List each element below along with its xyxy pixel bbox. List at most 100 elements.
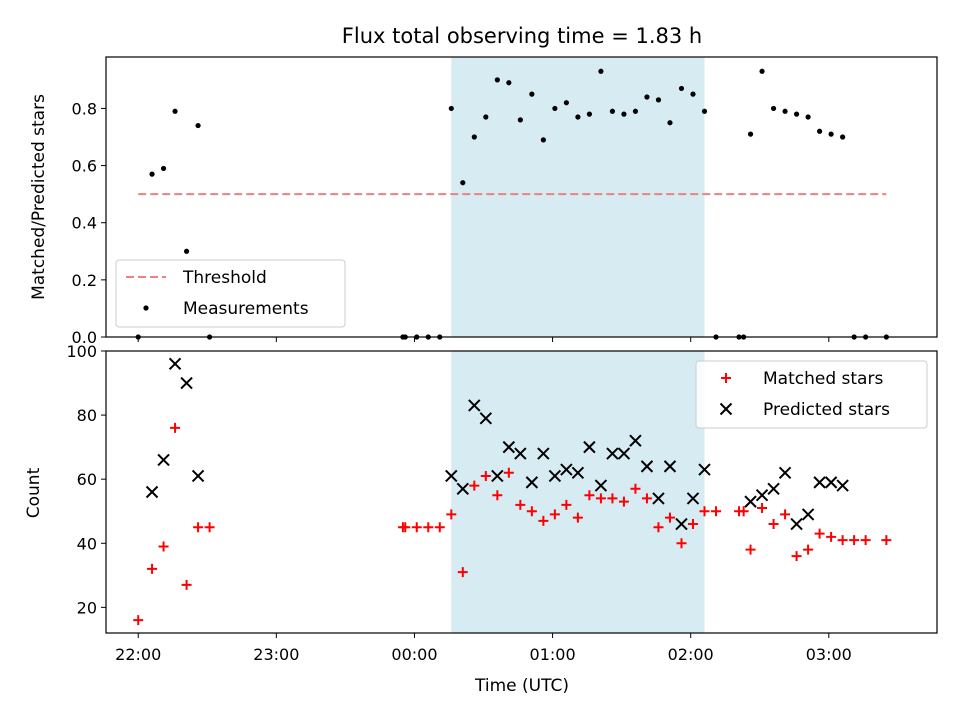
top-series-measurements-point <box>840 134 846 140</box>
top-series-measurements-point <box>621 111 627 117</box>
bottom-series-matched-stars-point <box>492 490 503 501</box>
bottom-series-matched-stars-point <box>204 522 215 533</box>
bottom-series-matched-stars-point <box>158 541 169 552</box>
bottom-series-matched-stars-point <box>549 509 560 520</box>
bottom-legend-label: Matched stars <box>763 369 883 389</box>
bottom-series-matched-stars-point <box>814 528 825 539</box>
bottom-series-predicted-stars-point <box>168 357 182 371</box>
top-series-measurements-point <box>471 134 477 140</box>
bottom-series-matched-stars-point <box>572 512 583 523</box>
bottom-legend-swatch <box>719 402 733 416</box>
bottom-y-tick-label: 40 <box>77 534 97 553</box>
bottom-series-predicted-stars-point <box>755 488 769 502</box>
bottom-series-matched-stars-point <box>757 503 768 514</box>
top-series-measurements-point <box>517 117 523 123</box>
bottom-series-matched-stars-point <box>503 467 514 478</box>
bottom-series-matched-stars-point <box>711 506 722 517</box>
bottom-series-predicted-stars-point <box>191 469 205 483</box>
bottom-series-predicted-stars-point <box>767 482 780 496</box>
top-series-measurements-point <box>747 131 754 137</box>
top-series-measurements-point <box>632 108 639 114</box>
bottom-series-predicted-stars-point <box>640 460 654 473</box>
top-series-measurements-point <box>552 105 558 112</box>
bottom-series-matched-stars-point <box>457 567 468 578</box>
bottom-series-matched-stars-point <box>618 496 629 507</box>
top-series-measurements-point <box>805 114 811 120</box>
bottom-panel: 20 40 60 80 100 22:00 23:00 00:00 01:00 02:00 03:0… <box>66 342 938 664</box>
bottom-series-predicted-stars <box>145 357 849 531</box>
top-legend-swatch <box>143 305 149 311</box>
top-series-measurements-point <box>644 94 650 100</box>
bottom-y-tick-label: 60 <box>77 470 97 489</box>
bottom-series-matched-stars-point <box>133 615 144 626</box>
bottom-series-predicted-stars-point <box>560 463 573 476</box>
top-series-measurements-point <box>586 111 593 117</box>
bottom-series-matched-stars-point <box>738 506 749 517</box>
bottom-series-predicted-stars-point <box>180 376 193 390</box>
x-tick-label: 22:00 <box>115 645 161 664</box>
top-series-measurements-point <box>448 105 454 112</box>
top-series-measurements-point <box>759 68 765 74</box>
top-series-measurements-point <box>817 128 823 134</box>
bottom-series-matched-stars-point <box>837 535 848 546</box>
top-y-tick-label: 0.4 <box>72 214 97 233</box>
bottom-series-predicted-stars-point <box>502 440 516 454</box>
top-series-measurements-point <box>678 85 685 92</box>
top-legend-box <box>115 259 346 328</box>
top-legend-label: Measurements <box>183 299 309 319</box>
x-tick-label: 01:00 <box>530 645 576 664</box>
bottom-series-predicted-stars-point <box>571 466 585 479</box>
bottom-series-matched-stars-point <box>446 509 457 520</box>
top-series-measurements-point <box>494 77 500 83</box>
bottom-y-tick-label: 20 <box>77 598 97 617</box>
bottom-series-predicted-stars-point <box>157 453 170 467</box>
top-series-measurements-point <box>701 108 708 114</box>
bottom-series-matched-stars-point <box>526 506 537 517</box>
bottom-series-predicted-stars-point <box>537 447 550 460</box>
top-series-measurements-point <box>483 114 489 120</box>
bottom-series-matched-stars-point <box>768 519 779 530</box>
top-series-measurements-point <box>690 91 696 97</box>
top-series-measurements-point <box>828 131 834 137</box>
bottom-series-matched-stars-point <box>538 515 549 526</box>
bottom-legend: Matched stars Predicted stars <box>695 360 928 429</box>
bottom-series-matched-stars-point <box>147 563 158 574</box>
bottom-series-predicted-stars-point <box>468 399 481 412</box>
top-y-tick-label: 0.0 <box>72 328 97 347</box>
bottom-series-matched-stars-point <box>595 493 606 504</box>
top-series-measurements-point <box>609 108 616 114</box>
bottom-series-predicted-stars-point <box>514 447 527 460</box>
top-legend-label: Threshold <box>182 268 267 288</box>
top-legend: Threshold Measurements <box>115 259 346 328</box>
top-series-measurements-point <box>160 165 167 172</box>
x-tick-label: 02:00 <box>668 645 714 664</box>
bottom-series-matched-stars-point <box>849 535 860 546</box>
bottom-series-matched-stars-point <box>881 535 892 546</box>
top-series-measurements-point <box>506 80 512 86</box>
bottom-y-axis-label: Count <box>24 467 44 518</box>
bottom-series-matched-stars-point <box>780 509 791 520</box>
bottom-series-predicted-stars-point <box>790 517 803 531</box>
bottom-series-predicted-stars-point <box>606 447 619 460</box>
top-y-axis-label: Matched/Predicted stars <box>29 94 49 300</box>
bottom-series-predicted-stars-point <box>594 479 608 492</box>
top-series-measurements-point <box>793 111 800 117</box>
top-shaded-span <box>451 57 705 337</box>
bottom-series-predicted-stars-point <box>145 485 159 499</box>
bottom-legend-swatch <box>721 373 731 383</box>
x-tick-label: 23:00 <box>253 645 299 664</box>
top-series-measurements <box>135 68 889 340</box>
top-series-measurements-point <box>770 105 777 112</box>
bottom-y-tick-label: 80 <box>77 406 97 425</box>
bottom-series-matched-stars-point <box>181 579 192 590</box>
bottom-series-matched-stars-point <box>826 531 837 542</box>
bottom-series-predicted-stars-point <box>583 440 596 454</box>
bottom-series-matched-stars-point <box>860 535 871 546</box>
bottom-series-matched-stars-point <box>411 522 422 533</box>
bottom-series-matched-stars-point <box>480 470 491 481</box>
top-y-tick-label: 0.8 <box>72 99 97 118</box>
bottom-series-matched-stars-point <box>170 422 181 433</box>
bottom-series-matched-stars-point <box>434 522 445 533</box>
bottom-series-matched-stars-point <box>791 551 802 562</box>
top-y-tick-label: 0.2 <box>72 271 97 290</box>
